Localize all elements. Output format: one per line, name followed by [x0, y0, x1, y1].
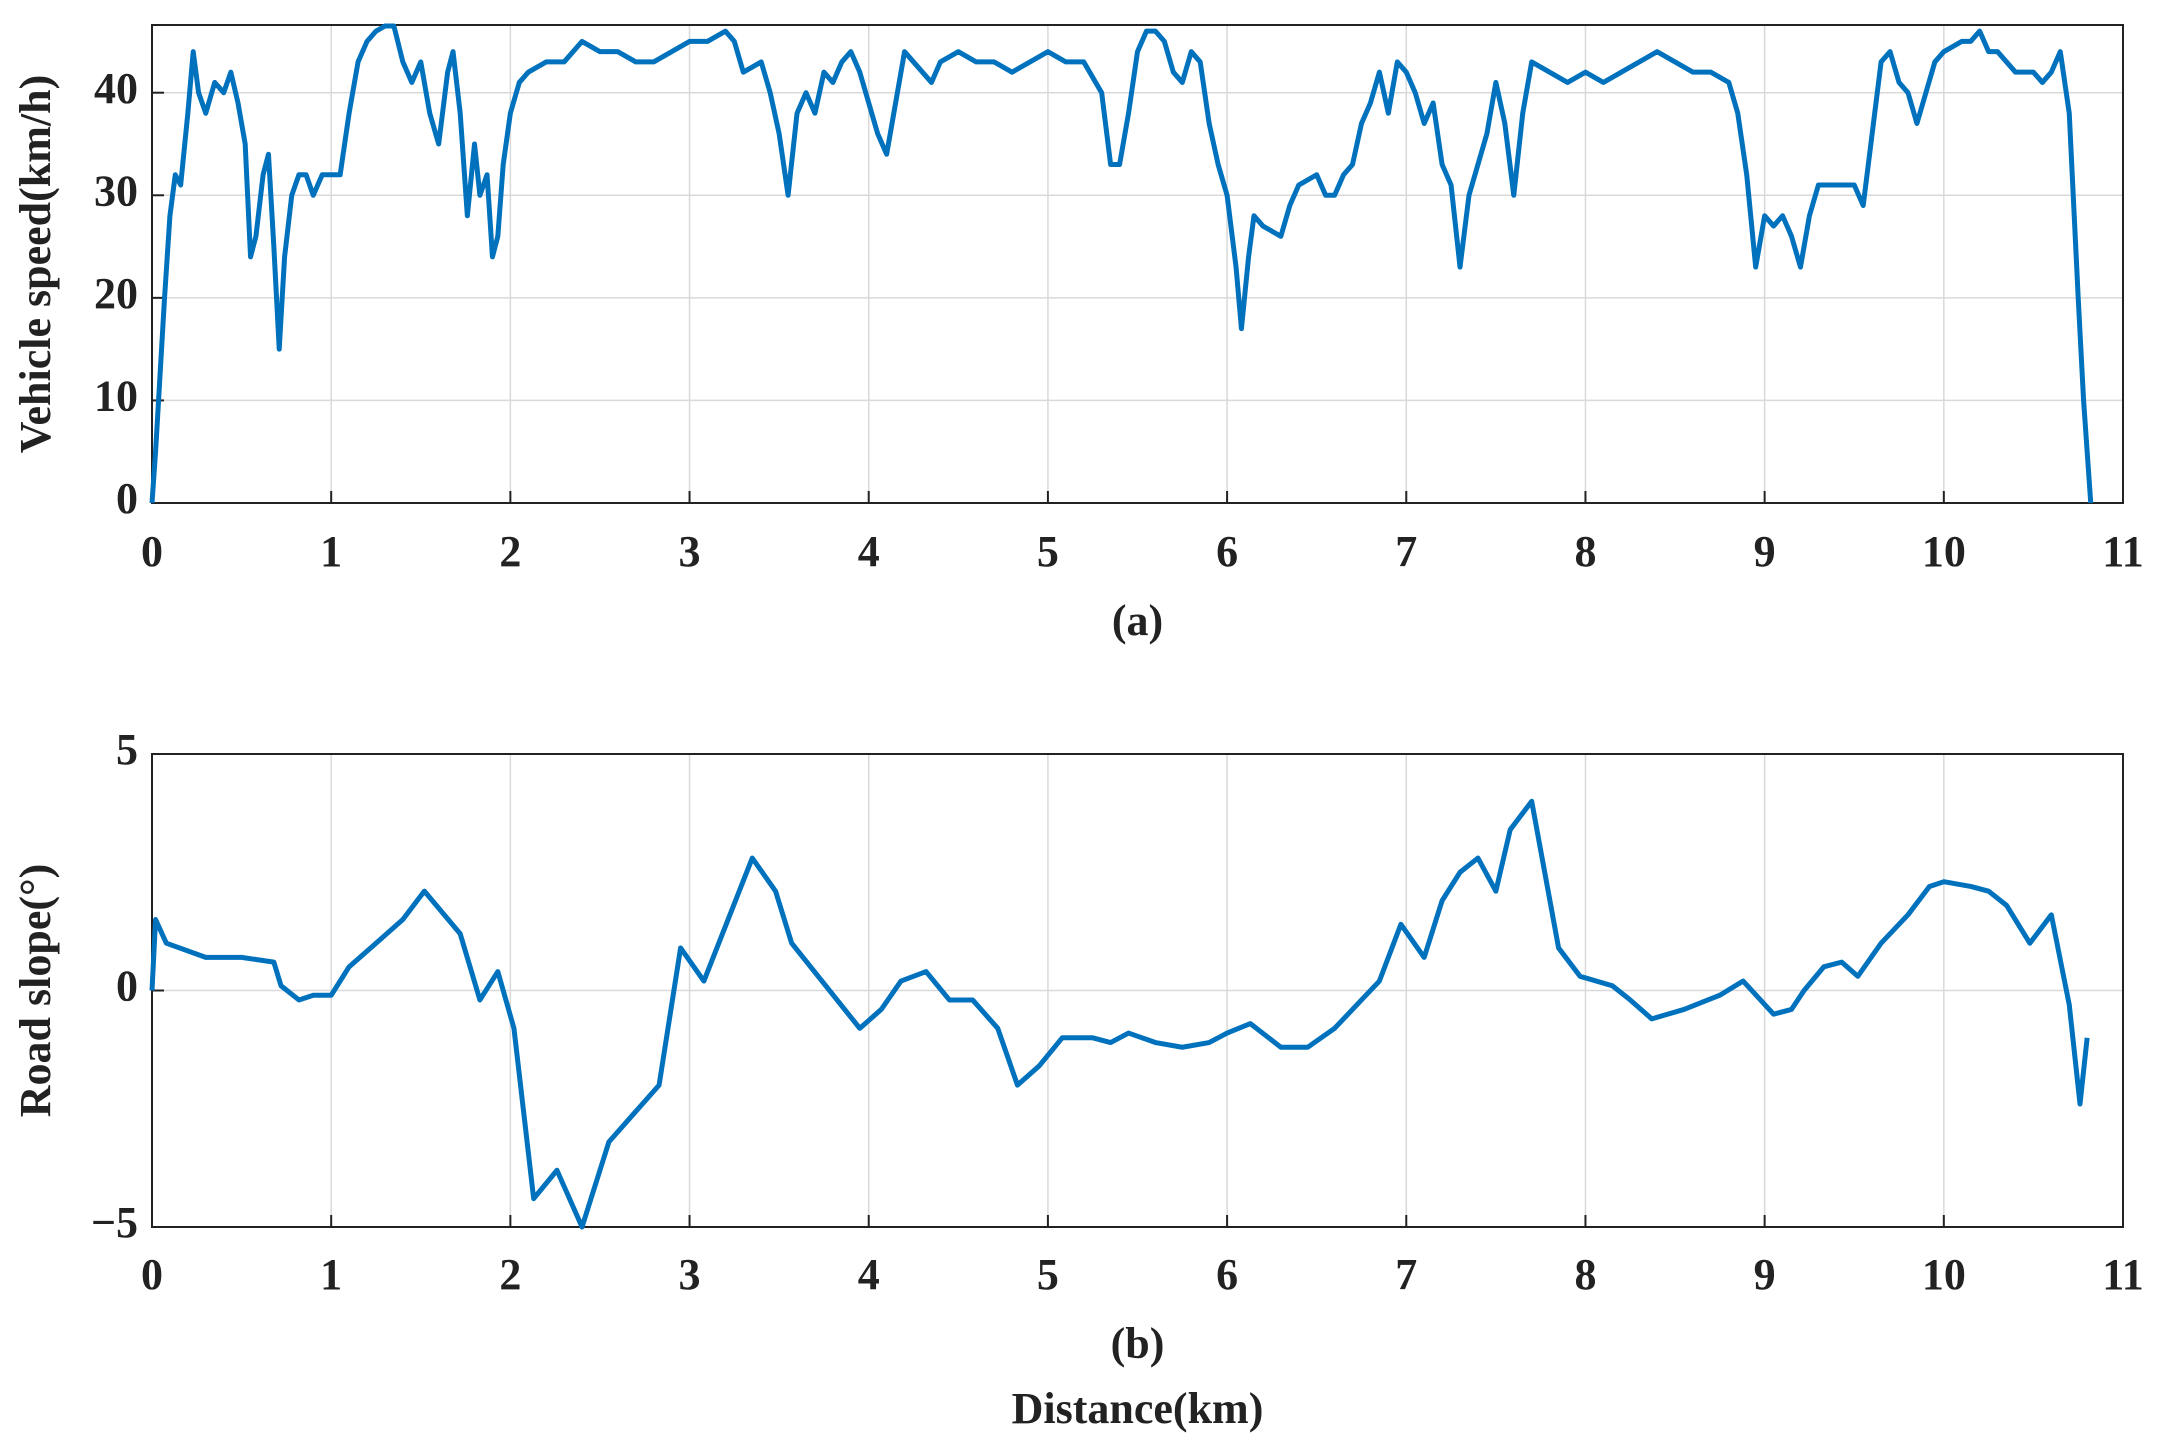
x-tick-label: 4 [858, 527, 880, 576]
x-tick-label: 10 [1922, 527, 1966, 576]
y-tick-label: 5 [116, 725, 138, 774]
caption: (a) [1112, 596, 1163, 645]
x-tick-label: 6 [1216, 527, 1238, 576]
x-tick-label: 6 [1216, 1250, 1238, 1299]
x-tick-label: 0 [141, 527, 163, 576]
x-tick-label: 10 [1922, 1250, 1966, 1299]
x-tick-label: 3 [679, 1250, 701, 1299]
y-axis-label: Vehicle speed(km/h) [11, 75, 60, 454]
x-tick-label: 3 [679, 527, 701, 576]
x-tick-label: 2 [499, 527, 521, 576]
x-axis-label: Distance(km) [1012, 1384, 1264, 1433]
x-tick-label: 4 [858, 1250, 880, 1299]
y-tick-label: 40 [94, 64, 138, 113]
x-tick-label: 0 [141, 1250, 163, 1299]
x-tick-label: 9 [1754, 527, 1776, 576]
x-tick-label: 11 [2102, 527, 2144, 576]
y-axis-label: Road slope(°) [11, 864, 60, 1118]
y-tick-label: 0 [116, 962, 138, 1011]
data-line [149, 798, 2090, 1230]
x-tick-label: 7 [1395, 1250, 1417, 1299]
x-tick-label: 8 [1574, 1250, 1596, 1299]
x-tick-label: 5 [1037, 527, 1059, 576]
plot-frame [151, 24, 2124, 504]
x-tick-label: 1 [320, 527, 342, 576]
x-tick-label: 7 [1395, 527, 1417, 576]
x-tick-label: 1 [320, 1250, 342, 1299]
data-line [149, 23, 2094, 504]
x-tick-label: 9 [1754, 1250, 1776, 1299]
x-tick-label: 11 [2102, 1250, 2144, 1299]
y-tick-label: 10 [94, 372, 138, 421]
x-tick-label: 5 [1037, 1250, 1059, 1299]
y-tick-label: 30 [94, 166, 138, 215]
x-tick-label: 8 [1574, 527, 1596, 576]
y-tick-label: −5 [91, 1198, 138, 1247]
x-tick-label: 2 [499, 1250, 521, 1299]
caption: (b) [1111, 1319, 1165, 1368]
y-tick-label: 0 [116, 474, 138, 523]
y-tick-label: 20 [94, 269, 138, 318]
